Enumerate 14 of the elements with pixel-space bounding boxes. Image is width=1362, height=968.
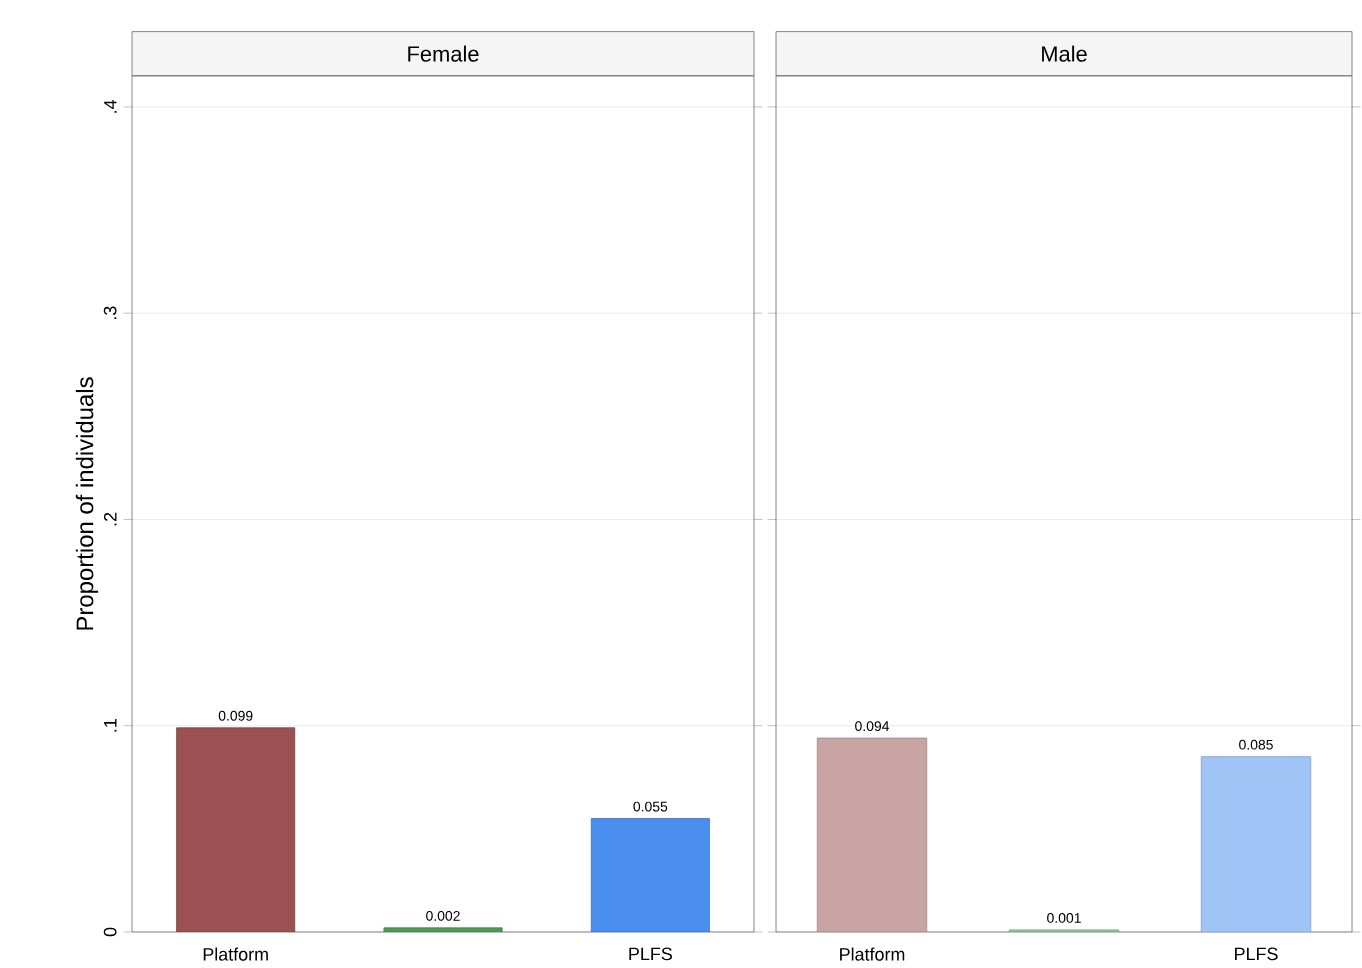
y-tick-label: 0: [103, 927, 117, 937]
y-tick-label: .2: [103, 512, 117, 526]
x-tick-label: Platform: [840, 947, 905, 961]
y-axis-title: Proportion of individuals: [75, 377, 99, 630]
x-tick-label: PLFS: [1235, 947, 1278, 961]
bar: [590, 818, 710, 932]
chart-title: Female: [408, 45, 479, 62]
x-tick-label: PLFS: [629, 947, 672, 961]
y-tick-label: .4: [104, 99, 117, 113]
y-tick-label: .1: [104, 719, 117, 732]
chart-title: Male: [1042, 45, 1087, 62]
x-tick-label: Platform: [203, 947, 268, 961]
y-tick-label: .3: [103, 306, 117, 320]
bar: [176, 727, 296, 932]
